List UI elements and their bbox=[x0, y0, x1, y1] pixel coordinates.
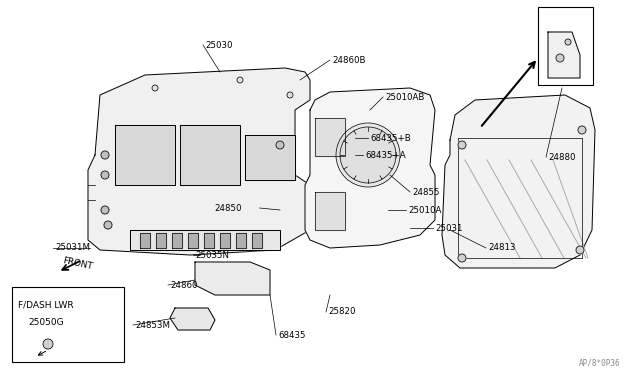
Text: F/DASH LWR: F/DASH LWR bbox=[18, 300, 74, 309]
Circle shape bbox=[101, 171, 109, 179]
Circle shape bbox=[101, 151, 109, 159]
Text: FRONT: FRONT bbox=[62, 256, 93, 272]
Circle shape bbox=[576, 246, 584, 254]
Text: 24880: 24880 bbox=[548, 153, 575, 161]
Text: 68435: 68435 bbox=[278, 330, 305, 340]
Bar bbox=[220, 233, 230, 248]
Text: 25031: 25031 bbox=[435, 224, 463, 232]
Polygon shape bbox=[88, 68, 310, 255]
Bar bbox=[236, 233, 246, 248]
Polygon shape bbox=[195, 262, 270, 295]
Circle shape bbox=[578, 126, 586, 134]
Bar bbox=[156, 233, 166, 248]
Circle shape bbox=[340, 127, 396, 183]
Text: AP/8*0P36: AP/8*0P36 bbox=[579, 359, 620, 368]
Bar bbox=[140, 233, 150, 248]
Circle shape bbox=[458, 141, 466, 149]
Polygon shape bbox=[115, 125, 175, 185]
Circle shape bbox=[276, 141, 284, 149]
Circle shape bbox=[287, 92, 293, 98]
Polygon shape bbox=[548, 32, 580, 78]
Polygon shape bbox=[305, 88, 435, 248]
Bar bbox=[204, 233, 214, 248]
Text: 24813: 24813 bbox=[488, 244, 515, 253]
Polygon shape bbox=[170, 308, 215, 330]
Bar bbox=[538, 7, 593, 85]
Bar bbox=[188, 233, 198, 248]
Text: 24853M: 24853M bbox=[135, 321, 170, 330]
Circle shape bbox=[237, 77, 243, 83]
Circle shape bbox=[152, 85, 158, 91]
Polygon shape bbox=[130, 230, 280, 250]
Circle shape bbox=[101, 206, 109, 214]
Text: 24860: 24860 bbox=[170, 280, 198, 289]
Circle shape bbox=[565, 39, 571, 45]
Polygon shape bbox=[245, 135, 295, 180]
Circle shape bbox=[104, 221, 112, 229]
Polygon shape bbox=[180, 125, 240, 185]
Text: 25010A: 25010A bbox=[408, 205, 442, 215]
Text: 25030: 25030 bbox=[205, 41, 232, 49]
Text: 25010AB: 25010AB bbox=[385, 93, 424, 102]
Text: 25031M: 25031M bbox=[55, 244, 90, 253]
Circle shape bbox=[336, 123, 400, 187]
Bar bbox=[252, 233, 262, 248]
Text: 24855: 24855 bbox=[412, 187, 440, 196]
Circle shape bbox=[556, 54, 564, 62]
Text: 25035N: 25035N bbox=[195, 250, 229, 260]
Text: 25050G: 25050G bbox=[28, 318, 63, 327]
Text: 24850: 24850 bbox=[214, 203, 242, 212]
Polygon shape bbox=[442, 95, 595, 268]
Text: 68435+A: 68435+A bbox=[365, 151, 406, 160]
Bar bbox=[315, 192, 345, 230]
Bar bbox=[315, 118, 345, 156]
Text: 25820: 25820 bbox=[328, 308, 355, 317]
Text: 24860B: 24860B bbox=[332, 55, 365, 64]
Circle shape bbox=[458, 254, 466, 262]
Text: 68435+B: 68435+B bbox=[370, 134, 411, 142]
Bar bbox=[12, 287, 124, 362]
Circle shape bbox=[43, 339, 53, 349]
Bar bbox=[172, 233, 182, 248]
